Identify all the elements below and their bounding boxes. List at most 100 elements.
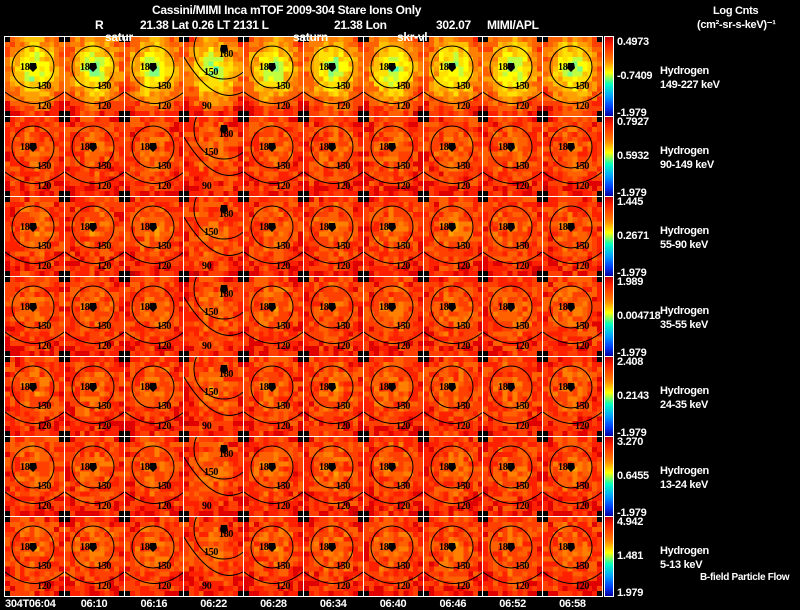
- contour-label: 180: [259, 542, 273, 553]
- heatmap-cells: [124, 37, 184, 116]
- contour-label: 150: [276, 481, 290, 492]
- contour-line: [64, 91, 124, 104]
- contour-line: [71, 125, 115, 169]
- contour-label: 120: [575, 581, 589, 592]
- heatmap-panel: 180 150 120: [63, 36, 125, 117]
- contour-label: 120: [336, 181, 350, 192]
- saturn-marker-icon: [88, 223, 97, 232]
- contour-label: 150: [157, 481, 171, 492]
- heatmap-panel: 180 150 120: [542, 436, 604, 517]
- contour-line: [124, 331, 184, 344]
- heatmap-cells: [543, 517, 603, 596]
- heatmap-cells: [543, 437, 603, 516]
- saturn-marker-icon: [387, 223, 396, 232]
- saturn-marker-icon: [507, 143, 516, 152]
- heatmap-panel: 180 150 120: [63, 356, 125, 437]
- contour-label: 150: [97, 321, 111, 332]
- saturn-marker-icon: [220, 45, 229, 54]
- contour-label: 120: [396, 101, 410, 112]
- energy-range-label: 90-149 keV: [660, 159, 714, 171]
- heatmap-panel: 180 150 120: [362, 36, 424, 117]
- contour-label: 180: [319, 542, 333, 553]
- contour-line: [489, 365, 533, 409]
- sky-velocity-label: skr-vl: [397, 30, 428, 44]
- contour-line: [193, 117, 244, 160]
- contour-label: 150: [204, 467, 218, 478]
- contour-line: [124, 491, 184, 504]
- contour-label: 120: [575, 261, 589, 272]
- contour-line: [184, 376, 244, 416]
- r-label: R: [95, 18, 104, 32]
- colorbar-min-label: -1.979: [617, 507, 647, 519]
- contour-label: 120: [157, 341, 171, 352]
- contour-label: 180: [80, 142, 94, 153]
- contour-label: 120: [336, 421, 350, 432]
- heatmap-cells: [483, 277, 543, 356]
- saturn-marker-icon: [387, 63, 396, 72]
- lon-label: 21.38 Lon: [334, 18, 387, 32]
- contour-label: 180: [319, 62, 333, 73]
- contour-line: [184, 216, 244, 256]
- contour-label: 180: [219, 49, 233, 60]
- heatmap-panel: 180 150 120: [303, 116, 364, 197]
- contour-label: 120: [37, 101, 51, 112]
- contour-line: [489, 125, 533, 169]
- contour-label: 150: [336, 161, 350, 172]
- contour-label: 120: [37, 181, 51, 192]
- heatmap-panel: 180 150 120: [303, 436, 364, 517]
- contour-label: 120: [37, 341, 51, 352]
- contour-label: 180: [80, 542, 94, 553]
- contour-line: [549, 285, 593, 329]
- contour-label: 120: [157, 501, 171, 512]
- contour-label: 120: [37, 421, 51, 432]
- contour-line: [5, 491, 64, 504]
- heatmap-panel: 180 150 120: [362, 436, 424, 517]
- heatmap-cells: [483, 197, 543, 276]
- time-tick-label: 06:28: [260, 598, 287, 610]
- heatmap-panel: 180 150 120: [542, 116, 604, 197]
- contour-line: [430, 125, 474, 169]
- heatmap-cells: [363, 357, 423, 436]
- contour-label: 120: [336, 501, 350, 512]
- saturn-marker-icon: [387, 143, 396, 152]
- contour-line: [5, 251, 64, 264]
- time-tick-label: 06:34: [319, 598, 347, 610]
- contour-label: 120: [456, 181, 470, 192]
- contour-line: [5, 91, 64, 104]
- heatmap-panel: 180 150 120: [4, 276, 65, 357]
- heatmap-panel: 180 150 120: [243, 516, 305, 597]
- colorbar-mid-label: 1.481: [617, 550, 644, 562]
- colorbar: [604, 116, 614, 197]
- units-title: Log Cnts: [713, 5, 759, 17]
- contour-label: 120: [276, 341, 290, 352]
- heatmap-panel: 180 150 120: [123, 116, 185, 197]
- heatmap-cells: [363, 517, 423, 596]
- contour-label: 120: [157, 581, 171, 592]
- contour-line: [193, 277, 244, 320]
- contour-label: 180: [439, 542, 453, 553]
- contour-line: [184, 136, 244, 176]
- contour-line: [543, 91, 603, 104]
- contour-line: [193, 437, 244, 480]
- colorbar-mid-label: 0.6455: [617, 470, 649, 482]
- contour-line: [5, 331, 64, 344]
- contour-label: 120: [456, 581, 470, 592]
- contour-label: 120: [37, 581, 51, 592]
- saturn-marker-icon: [447, 543, 456, 552]
- saturn-marker-icon: [220, 525, 229, 534]
